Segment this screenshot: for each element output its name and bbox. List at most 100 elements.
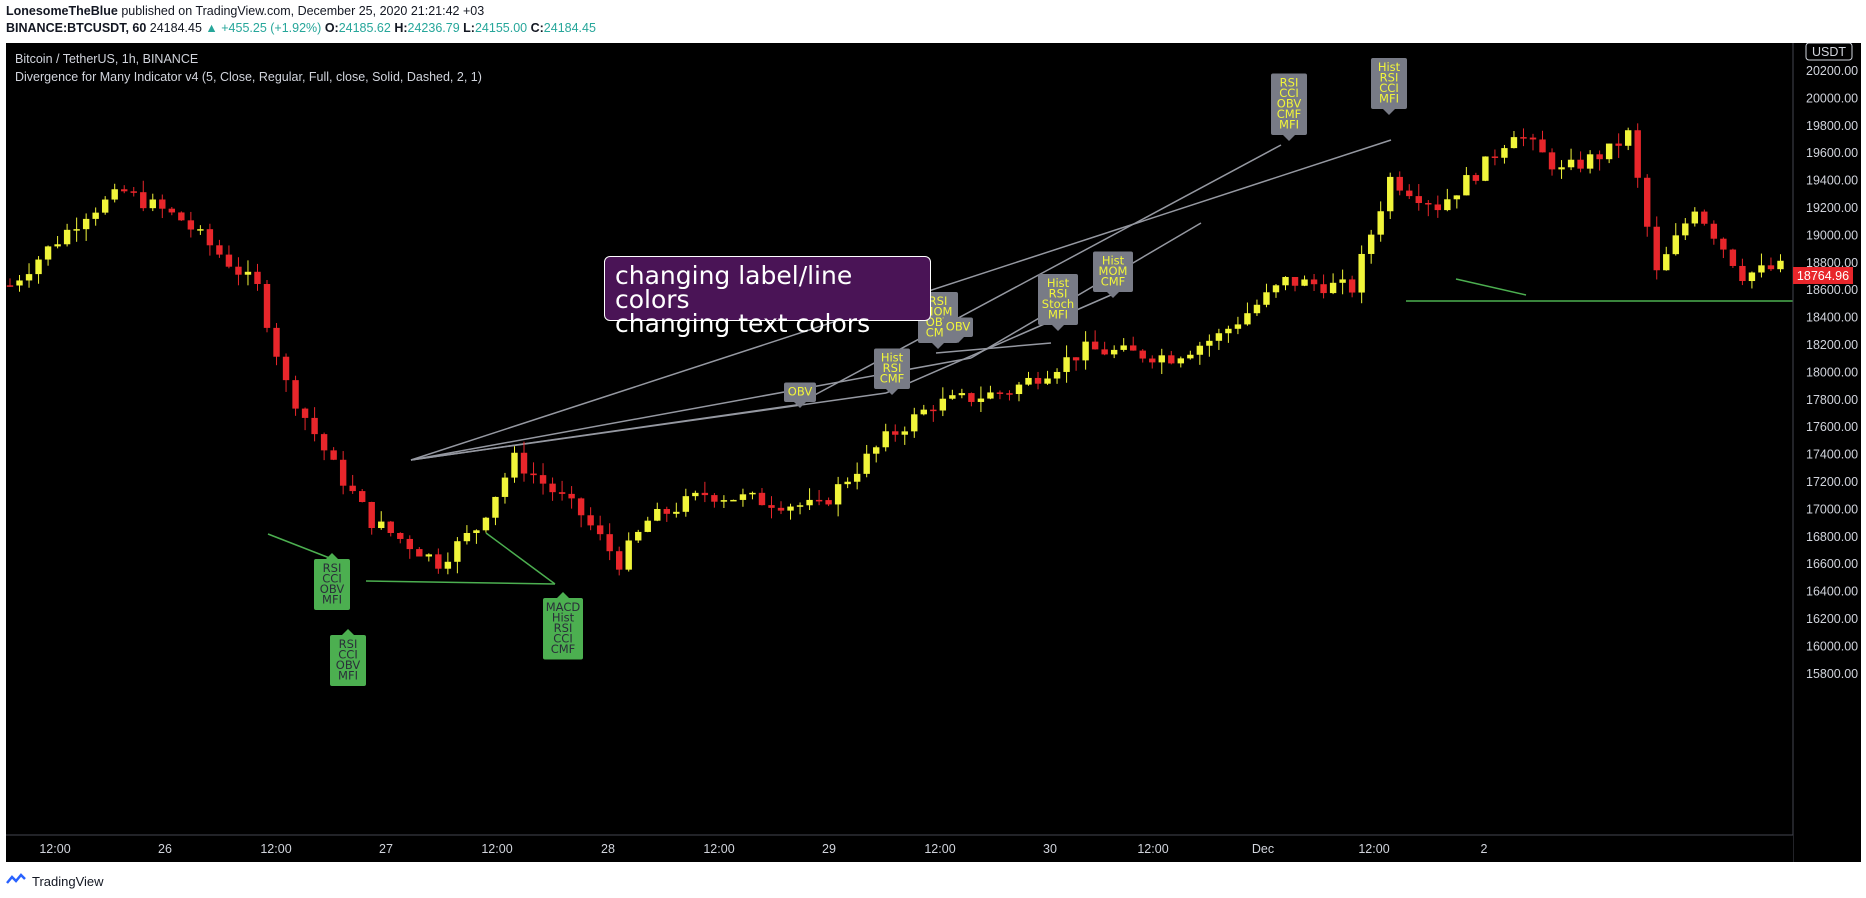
candle-body — [1596, 154, 1603, 160]
chart-title[interactable]: Bitcoin / TetherUS, 1h, BINANCE — [15, 52, 199, 66]
candle-body — [1158, 355, 1165, 363]
indicator-legend[interactable]: Divergence for Many Indicator v4 (5, Clo… — [15, 70, 482, 84]
candle-body — [292, 380, 299, 409]
candle-body — [473, 530, 480, 533]
candle-body — [539, 475, 547, 484]
candle-body — [1720, 238, 1727, 250]
divergence-indicator-name: OBV — [946, 320, 971, 334]
candle-body — [1120, 345, 1127, 350]
candle-body — [939, 398, 947, 411]
divergence-indicator-name: RSI — [929, 294, 948, 308]
y-axis-label: 19400.00 — [1806, 174, 1858, 188]
candle-body — [1463, 175, 1470, 196]
divergence-line-bullish — [365, 580, 556, 585]
candle-body — [425, 554, 433, 557]
candle-body — [1177, 358, 1185, 364]
candle-body — [1139, 350, 1146, 359]
candle-body — [596, 525, 604, 535]
candle-body — [1672, 235, 1679, 255]
candle-body — [606, 534, 613, 552]
candle-body — [1301, 279, 1308, 286]
candle-body — [749, 492, 756, 495]
x-axis-label: 26 — [158, 842, 172, 856]
candle-body — [1358, 253, 1365, 293]
candle-body — [1215, 333, 1223, 341]
candle-body — [1329, 282, 1337, 294]
candle-body — [282, 356, 290, 381]
candle-body — [625, 540, 632, 570]
candle-body — [263, 284, 271, 328]
candle-body — [1367, 234, 1375, 254]
currency-badge[interactable] — [1805, 43, 1853, 61]
price-chart[interactable]: RSICCIOBVCMFMFIHistRSICCIMFIHistMOMCMFHi… — [6, 43, 1861, 862]
candle-body — [1206, 340, 1213, 346]
candle-body — [178, 212, 185, 221]
candle-body — [1110, 349, 1118, 355]
open-value: 24185.62 — [338, 21, 391, 35]
footer-brand[interactable]: TradingView — [32, 874, 104, 889]
y-axis-label: 18600.00 — [1806, 283, 1858, 297]
candle-body — [1044, 378, 1051, 384]
x-axis-label: 30 — [1043, 842, 1057, 856]
divergence-indicator-name: CCI — [338, 648, 357, 662]
candle-body — [1472, 175, 1480, 181]
candle-body — [853, 473, 861, 482]
candle-body — [63, 229, 71, 245]
candle-body — [635, 531, 642, 541]
candle-body — [25, 274, 33, 281]
candle-body — [1539, 139, 1546, 153]
candle-body — [339, 459, 347, 486]
candle-body — [787, 506, 794, 511]
candle-body — [968, 393, 975, 402]
tradingview-logo-icon[interactable] — [6, 873, 26, 890]
candle-body — [1577, 159, 1584, 169]
candle-body — [1006, 393, 1013, 395]
x-axis-label: 12:00 — [481, 842, 512, 856]
candle-body — [82, 218, 90, 230]
candle-body — [73, 229, 80, 231]
candle-body — [16, 280, 23, 286]
close-value: 24184.45 — [543, 21, 596, 35]
candle-body — [796, 505, 804, 507]
candle-body — [1701, 211, 1708, 224]
annotation-note: changing label/line colors changing text… — [604, 256, 931, 336]
price-change: ▲ +455.25 (+1.92%) — [205, 21, 322, 35]
divergence-indicator-name: RSI — [554, 621, 573, 635]
currency-label: USDT — [1812, 45, 1846, 59]
candle-body — [1605, 143, 1613, 160]
candle-body — [882, 431, 889, 448]
candle-body — [197, 229, 204, 231]
candle-body — [777, 507, 785, 511]
author-name[interactable]: LonesomeTheBlue — [6, 4, 118, 18]
candle-body — [235, 266, 242, 275]
candle-body — [101, 199, 109, 213]
chart-panel[interactable]: RSI CCI OBV CMF MFI Hist RSI CCI MFI Hist MOM CMF Hi… — [6, 43, 1861, 862]
x-axis-label: 2 — [1481, 842, 1488, 856]
candle-body — [1015, 384, 1023, 395]
candle-body — [673, 511, 680, 514]
divergence-indicator-name: Hist — [552, 611, 575, 625]
y-axis-label: 18200.00 — [1806, 338, 1858, 352]
candle-body — [1053, 371, 1061, 379]
candle-body — [1244, 313, 1251, 325]
symbol-info: BINANCE:BTCUSDT, 60 24184.45 ▲ +455.25 (… — [6, 21, 596, 35]
y-axis-label: 18400.00 — [1806, 311, 1858, 325]
candle-body — [1320, 284, 1327, 294]
y-axis-label: 16800.00 — [1806, 530, 1858, 544]
candle-body — [1396, 176, 1403, 191]
candle-body — [1586, 154, 1594, 169]
y-axis-label: 17400.00 — [1806, 448, 1858, 462]
candle-body — [1291, 276, 1299, 286]
candle-body — [216, 245, 223, 255]
divergence-indicator-name: MFI — [1279, 118, 1299, 132]
candle-body — [1453, 195, 1461, 200]
candle-body — [92, 212, 99, 219]
candle-body — [378, 521, 385, 529]
candle-body — [1187, 354, 1194, 359]
candle-body — [463, 532, 471, 542]
candle-body — [1434, 204, 1442, 211]
candle-body — [1348, 279, 1356, 293]
candle-body — [977, 398, 985, 402]
